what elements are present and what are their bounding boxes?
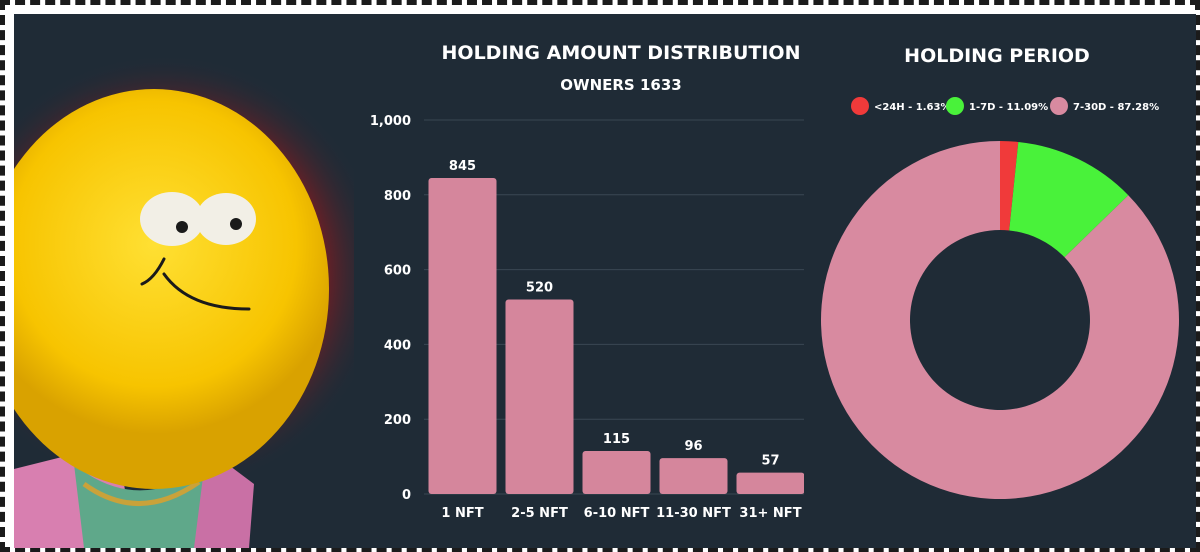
mascot-illustration	[14, 14, 354, 548]
bar	[428, 177, 497, 494]
bar	[582, 450, 651, 494]
legend-label: 7-30D - 87.28%	[1073, 102, 1159, 113]
right-pupil	[230, 218, 242, 230]
donut-chart-title: HOLDING PERIOD	[904, 45, 1090, 67]
bar-chart-title: HOLDING AMOUNT DISTRIBUTION	[442, 42, 801, 64]
y-tick-label: 800	[384, 189, 411, 204]
bar-value-label: 115	[603, 432, 630, 447]
legend-label: 1-7D - 11.09%	[969, 102, 1048, 113]
bar-chart-subtitle: OWNERS 1633	[560, 76, 681, 94]
left-pupil	[176, 221, 188, 233]
bar	[736, 472, 804, 494]
x-category-label: 6-10 NFT	[584, 506, 650, 521]
gold-chain	[82, 479, 201, 506]
left-eye	[140, 192, 204, 246]
donut-slice	[1009, 141, 1129, 258]
legend-swatch	[851, 97, 869, 115]
y-tick-label: 400	[384, 338, 411, 353]
legend-label: <24H - 1.63%	[874, 102, 950, 113]
y-tick-label: 200	[384, 413, 411, 428]
y-tick-label: 1,000	[370, 114, 411, 129]
smile-corner	[140, 257, 166, 286]
bar	[505, 299, 574, 494]
yellow-face	[14, 89, 329, 489]
bar-value-label: 520	[526, 281, 553, 296]
donut-slice	[820, 141, 1179, 500]
bar-data-labels: 845 520 115 96 57	[449, 159, 780, 469]
bar-value-label: 845	[449, 159, 476, 174]
legend-swatch	[1050, 97, 1068, 115]
right-eye	[196, 193, 256, 245]
bar-value-label: 96	[684, 439, 702, 454]
bar-x-axis: 1 NFT 2-5 NFT 6-10 NFT 11-30 NFT 31+ NFT	[441, 506, 801, 521]
x-category-label: 2-5 NFT	[511, 506, 568, 521]
holding-amount-bar-chart: HOLDING AMOUNT DISTRIBUTION OWNERS 1633 …	[370, 42, 804, 521]
y-tick-label: 600	[384, 264, 411, 279]
legend-swatch	[946, 97, 964, 115]
x-category-label: 31+ NFT	[739, 506, 801, 521]
bar-y-axis: 0 200 400 600 800 1,000	[370, 114, 411, 503]
donut-slice	[1000, 141, 1019, 231]
bar-value-label: 57	[761, 454, 779, 469]
bar	[659, 458, 728, 494]
donut-legend: <24H - 1.63% 1-7D - 11.09% 7-30D - 87.28%	[851, 97, 1159, 115]
x-category-label: 1 NFT	[441, 506, 483, 521]
chart-panel: HOLDING AMOUNT DISTRIBUTION OWNERS 1633 …	[14, 14, 1196, 548]
holding-period-donut-chart: HOLDING PERIOD <24H - 1.63% 1-7D - 11.09%…	[820, 45, 1179, 500]
smile	[162, 272, 251, 311]
donut-slices	[820, 141, 1179, 500]
y-tick-label: 0	[402, 488, 411, 503]
x-category-label: 11-30 NFT	[656, 506, 731, 521]
bar-series	[428, 177, 804, 494]
